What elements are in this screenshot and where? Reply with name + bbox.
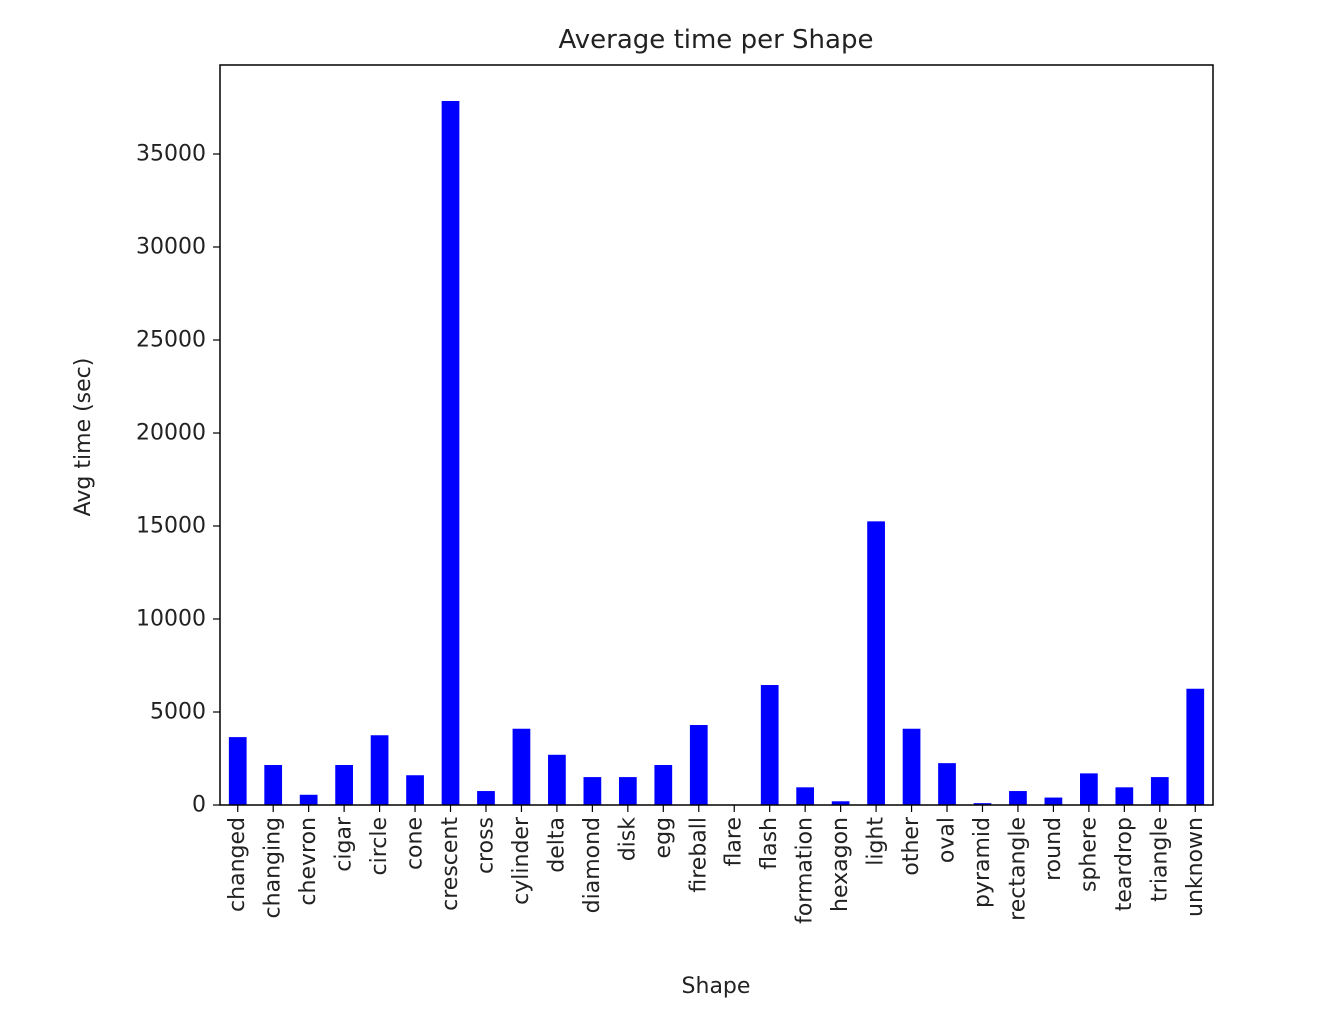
bar-circle	[370, 735, 389, 805]
x-tick-label-circle: circle	[367, 817, 392, 876]
chart-title: Average time per Shape	[559, 25, 874, 55]
y-tick-label-25000: 25000	[136, 328, 206, 353]
bar-other	[902, 728, 921, 805]
bar-hexagon	[831, 801, 850, 805]
bar-cone	[406, 775, 424, 805]
bar-delta	[548, 754, 566, 805]
y-tick-label-20000: 20000	[136, 421, 206, 446]
y-tick-label-5000: 5000	[150, 700, 206, 725]
y-axis-label: Avg time (sec)	[71, 358, 96, 517]
bar-flash	[760, 685, 779, 805]
x-tick-label-cross: cross	[473, 817, 498, 874]
bar-disk	[618, 777, 637, 805]
bar-round	[1044, 797, 1063, 805]
x-tick-label-disk: disk	[615, 817, 640, 862]
x-tick-label-changing: changing	[261, 817, 286, 918]
plot-frame	[219, 64, 1214, 806]
x-tick-label-teardrop: teardrop	[1112, 817, 1137, 911]
x-tick-label-other: other	[899, 816, 924, 876]
x-tick-label-sphere: sphere	[1076, 817, 1101, 892]
x-tick-label-triangle: triangle	[1147, 817, 1172, 902]
y-tick-label-35000: 35000	[136, 142, 206, 167]
x-tick-label-diamond: diamond	[580, 817, 605, 913]
x-tick-label-pyramid: pyramid	[970, 817, 995, 908]
x-tick-label-rectangle: rectangle	[1005, 817, 1030, 921]
bar-cross	[477, 791, 495, 805]
x-tick-label-delta: delta	[544, 817, 569, 873]
x-tick-label-egg: egg	[651, 817, 676, 858]
y-tick-label-0: 0	[192, 793, 206, 818]
x-tick-label-cylinder: cylinder	[509, 816, 534, 905]
y-tick-label-15000: 15000	[136, 514, 206, 539]
bar-light	[867, 521, 885, 805]
bar-triangle	[1150, 777, 1169, 805]
x-tick-label-cigar: cigar	[332, 816, 357, 872]
bar-unknown	[1186, 688, 1205, 805]
x-tick-label-chevron: chevron	[296, 817, 321, 906]
bar-changed	[228, 737, 247, 805]
x-tick-label-crescent: crescent	[438, 817, 463, 911]
bar-cylinder	[512, 728, 531, 805]
x-tick-label-round: round	[1041, 817, 1066, 881]
x-tick-label-unknown: unknown	[1183, 817, 1208, 917]
x-tick-label-fireball: fireball	[686, 817, 711, 893]
x-tick-label-oval: oval	[935, 817, 960, 863]
x-tick-label-formation: formation	[793, 817, 818, 924]
bar-oval	[938, 763, 956, 805]
bar-fireball	[689, 725, 708, 805]
bar-pyramid	[973, 803, 992, 805]
x-tick-label-changed: changed	[225, 817, 250, 912]
x-axis-label: Shape	[682, 974, 751, 999]
bar-diamond	[583, 777, 602, 805]
y-tick-label-10000: 10000	[136, 607, 206, 632]
bar-changing	[264, 765, 283, 805]
bars-group	[228, 100, 1205, 806]
bar-formation	[796, 787, 815, 805]
y-axis: 0 5000 10000 15000 20000 25000 30000 35000	[136, 142, 220, 818]
x-tick-label-light: light	[864, 817, 889, 866]
bar-rectangle	[1009, 791, 1027, 805]
bar-sphere	[1080, 773, 1098, 805]
x-tick-label-cone: cone	[403, 817, 428, 870]
x-tick-label-flash: flash	[757, 817, 782, 870]
x-tick-label-flare: flare	[722, 817, 747, 866]
bar-chevron	[299, 794, 318, 805]
bar-cigar	[335, 765, 353, 805]
x-tick-label-hexagon: hexagon	[828, 817, 853, 912]
bar-teardrop	[1115, 787, 1134, 805]
bar-crescent	[441, 100, 460, 806]
x-axis: changed changing chevron cigar circle cone cre…	[225, 805, 1208, 924]
bar-egg	[654, 765, 673, 805]
y-tick-label-30000: 30000	[136, 235, 206, 260]
